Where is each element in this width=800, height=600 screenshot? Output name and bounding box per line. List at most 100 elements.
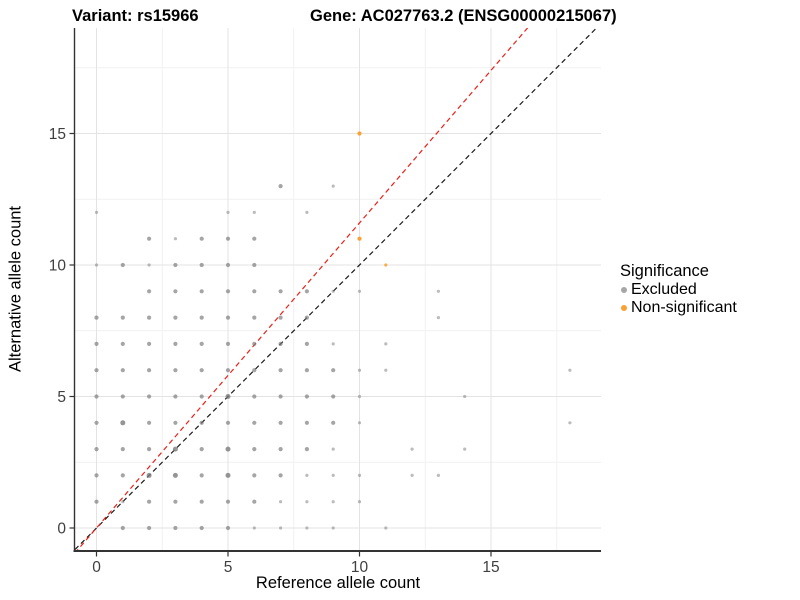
data-point-excluded bbox=[331, 342, 335, 346]
data-point-excluded bbox=[225, 262, 231, 268]
data-point-excluded bbox=[120, 525, 125, 531]
data-point-excluded bbox=[568, 421, 572, 425]
data-point-excluded bbox=[278, 394, 283, 399]
data-point-excluded bbox=[304, 447, 309, 452]
data-point-excluded bbox=[463, 394, 467, 399]
data-point-excluded bbox=[357, 394, 362, 399]
data-point-excluded bbox=[94, 420, 99, 425]
data-point-excluded bbox=[121, 500, 125, 504]
data-point-excluded bbox=[252, 236, 257, 241]
data-point-excluded bbox=[305, 526, 309, 530]
data-point-excluded bbox=[94, 368, 99, 373]
data-point-excluded bbox=[252, 289, 257, 294]
data-point-excluded bbox=[199, 420, 204, 425]
data-point-excluded bbox=[331, 447, 335, 451]
data-point-excluded bbox=[225, 420, 231, 425]
data-point-excluded bbox=[94, 499, 99, 504]
data-point-excluded bbox=[147, 315, 152, 320]
data-point-excluded bbox=[357, 421, 362, 425]
data-point-excluded bbox=[252, 394, 257, 399]
data-point-excluded bbox=[199, 236, 204, 241]
data-point-excluded bbox=[252, 210, 256, 214]
data-point-excluded bbox=[173, 499, 178, 504]
x-tick-label: 10 bbox=[351, 559, 369, 576]
data-point-excluded bbox=[252, 526, 256, 530]
legend-item-excluded: Excluded bbox=[615, 281, 737, 299]
data-point-excluded bbox=[278, 184, 283, 189]
data-point-excluded bbox=[304, 394, 309, 399]
data-point-excluded bbox=[225, 499, 231, 504]
legend-key-dot-non-significant bbox=[621, 305, 627, 311]
data-point-excluded bbox=[305, 500, 309, 504]
data-point-excluded bbox=[225, 315, 231, 320]
data-point-excluded bbox=[225, 472, 231, 478]
data-point-excluded bbox=[173, 289, 178, 294]
grid-minor bbox=[75, 28, 601, 550]
data-point-excluded bbox=[225, 236, 231, 241]
data-point-excluded bbox=[278, 447, 283, 452]
data-point-excluded bbox=[94, 315, 99, 320]
x-axis-title: Reference allele count bbox=[255, 574, 421, 592]
data-point-excluded bbox=[120, 473, 125, 478]
grid-major bbox=[75, 28, 601, 550]
data-point-excluded bbox=[331, 368, 336, 373]
data-point-excluded bbox=[384, 368, 388, 372]
data-point-excluded bbox=[225, 394, 231, 399]
data-point-excluded bbox=[173, 394, 178, 399]
data-point-excluded bbox=[94, 394, 99, 399]
data-point-excluded bbox=[120, 262, 125, 268]
data-point-excluded bbox=[252, 341, 257, 346]
data-point-excluded bbox=[357, 473, 362, 477]
data-point-excluded bbox=[199, 368, 204, 373]
data-point-excluded bbox=[331, 420, 336, 425]
data-point-excluded bbox=[331, 394, 336, 399]
data-point-excluded bbox=[331, 526, 335, 530]
x-tick-label: 5 bbox=[224, 559, 233, 576]
legend-key-dot-excluded bbox=[621, 287, 627, 293]
data-point-excluded bbox=[278, 315, 283, 320]
data-point-non-significant bbox=[384, 263, 388, 267]
data-point-excluded bbox=[252, 473, 257, 478]
data-point-excluded bbox=[147, 525, 152, 531]
data-point-excluded bbox=[173, 262, 178, 268]
y-axis-title: Alternative allele count bbox=[6, 205, 25, 373]
data-point-excluded bbox=[147, 447, 152, 452]
data-point-excluded bbox=[252, 368, 257, 373]
data-point-excluded bbox=[305, 473, 309, 477]
data-point-excluded bbox=[304, 289, 309, 294]
data-point-excluded bbox=[331, 473, 335, 477]
data-point-excluded bbox=[436, 316, 440, 320]
data-point-non-significant bbox=[357, 236, 362, 241]
data-point-excluded bbox=[410, 473, 414, 477]
data-point-excluded bbox=[436, 289, 440, 293]
series-non-significant bbox=[357, 131, 388, 267]
data-point-excluded bbox=[147, 236, 152, 241]
series-excluded bbox=[94, 184, 572, 531]
data-point-excluded bbox=[147, 420, 152, 425]
data-point-excluded bbox=[463, 447, 467, 451]
data-point-excluded bbox=[304, 341, 309, 346]
plot-title-variant: Variant: rs15966 bbox=[72, 7, 199, 25]
data-point-excluded bbox=[173, 341, 178, 346]
data-point-excluded bbox=[331, 500, 335, 504]
data-point-excluded bbox=[357, 289, 362, 293]
data-point-excluded bbox=[94, 263, 99, 267]
data-point-excluded bbox=[252, 262, 257, 268]
data-point-excluded bbox=[173, 368, 178, 373]
data-point-excluded bbox=[173, 237, 177, 241]
data-point-excluded bbox=[357, 368, 362, 372]
legend-item-label: Excluded bbox=[631, 281, 697, 298]
data-point-excluded bbox=[226, 210, 230, 214]
data-point-excluded bbox=[436, 473, 440, 477]
data-point-excluded bbox=[304, 420, 309, 425]
legend-items: Excluded Non-significant bbox=[615, 281, 737, 317]
data-point-excluded bbox=[278, 341, 283, 346]
data-point-excluded bbox=[199, 525, 204, 531]
identity-line bbox=[75, 28, 598, 550]
data-point-excluded bbox=[278, 473, 283, 478]
data-point-excluded bbox=[147, 289, 152, 294]
y-tick-label: 15 bbox=[49, 126, 66, 143]
legend: Significance Excluded Non-significant bbox=[615, 262, 737, 317]
data-point-excluded bbox=[278, 368, 283, 373]
